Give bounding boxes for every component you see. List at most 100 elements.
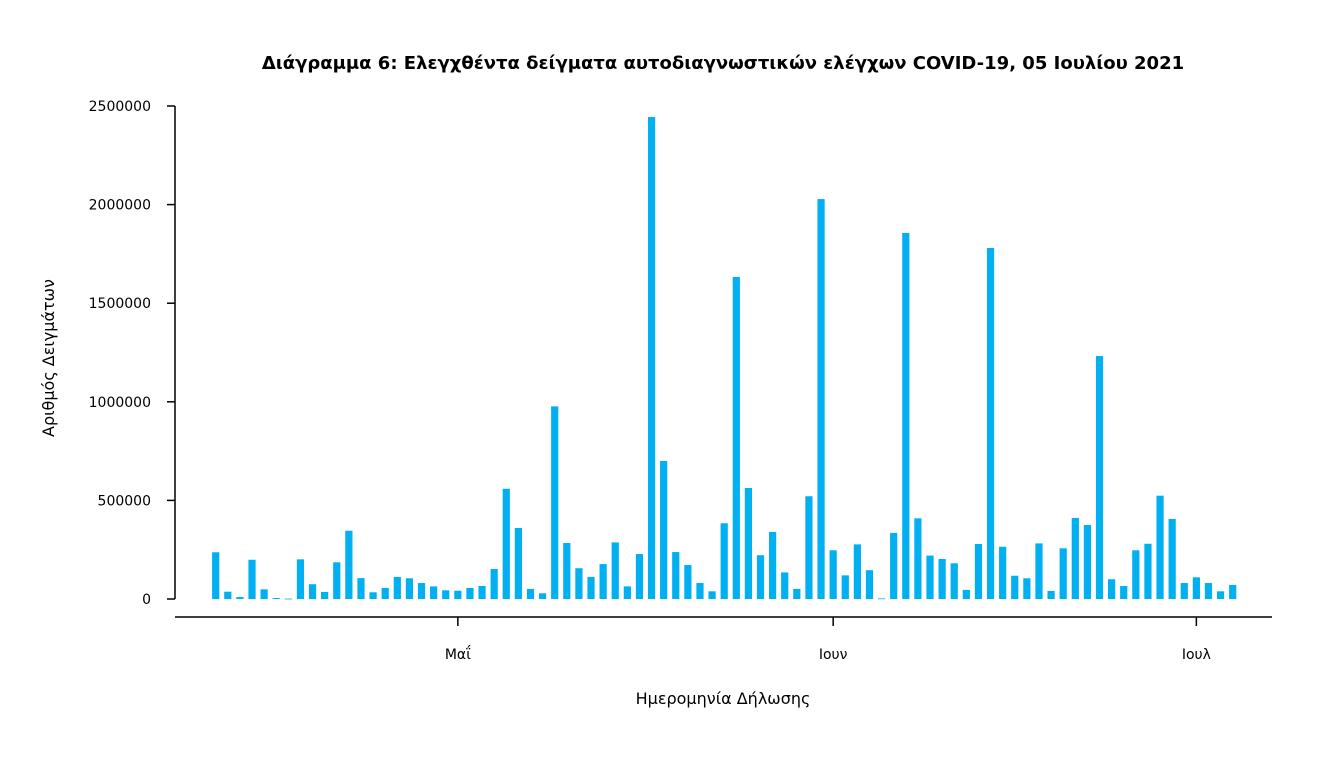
bar-2021-05-24 <box>732 276 740 599</box>
bar-2021-04-11 <box>212 552 220 599</box>
bar-2021-05-25 <box>744 487 753 599</box>
bar-2021-06-11 <box>950 563 958 599</box>
x-tick-label: Ιουλ <box>1182 647 1211 663</box>
bar-2021-06-22 <box>1083 525 1092 599</box>
bar-2021-04-15 <box>260 589 268 599</box>
bar-2021-04-29 <box>430 586 438 599</box>
y-axis-label: Αριθμός Δειγμάτων <box>39 279 58 437</box>
bar-2021-04-19 <box>308 584 317 599</box>
bar-2021-06-04 <box>865 570 874 599</box>
bar-2021-07-04 <box>1229 584 1237 599</box>
bar-2021-06-08 <box>914 518 922 599</box>
bar-2021-06-19 <box>1047 590 1055 599</box>
bar-2021-04-12 <box>224 591 232 599</box>
bar-2021-06-09 <box>926 555 934 599</box>
bar-2021-05-31 <box>817 199 825 599</box>
bar-2021-06-01 <box>829 550 837 599</box>
bar-2021-06-26 <box>1132 550 1140 599</box>
bar-2021-06-20 <box>1059 548 1067 599</box>
y-tick-label: 2500000 <box>89 99 151 115</box>
bar-2021-05-09 <box>551 406 559 599</box>
bar-2021-04-30 <box>442 590 450 599</box>
bar-2021-06-25 <box>1120 585 1128 599</box>
bar-2021-05-05 <box>502 488 510 599</box>
y-tick-label: 1000000 <box>89 395 151 411</box>
bar-2021-06-15 <box>999 546 1007 599</box>
bar-2021-05-22 <box>708 591 716 599</box>
bar-2021-07-02 <box>1204 583 1213 599</box>
bar-2021-06-14 <box>986 247 995 599</box>
bar-2021-05-10 <box>563 542 571 599</box>
bar-2021-06-06 <box>890 532 898 599</box>
bar-2021-04-25 <box>381 587 389 599</box>
bar-2021-05-19 <box>672 552 680 599</box>
bar-2021-06-13 <box>974 543 983 599</box>
bar-2021-04-26 <box>393 576 401 599</box>
bar-2021-06-17 <box>1023 578 1031 599</box>
bar-2021-04-16 <box>272 598 280 599</box>
bar-2021-06-21 <box>1071 517 1079 599</box>
bar-2021-06-03 <box>853 544 861 599</box>
bar-2021-06-29 <box>1168 518 1176 599</box>
bar-2021-05-07 <box>526 588 535 599</box>
bar-2021-04-18 <box>296 559 305 599</box>
bar-2021-05-16 <box>635 554 644 599</box>
x-tick-label: Μαΐ <box>445 645 471 663</box>
bar-2021-05-29 <box>793 588 801 599</box>
bar-2021-06-05 <box>877 598 886 600</box>
bar-2021-05-03 <box>478 585 486 599</box>
bar-2021-04-24 <box>369 592 377 599</box>
bar-2021-06-24 <box>1108 579 1116 599</box>
bar-2021-05-12 <box>587 576 595 599</box>
bar-2021-06-16 <box>1011 575 1019 599</box>
y-tick-label: 500000 <box>98 493 151 509</box>
y-axis: 0 500000 1000000 1500000 2000000 2500000 <box>89 99 176 608</box>
bar-2021-06-27 <box>1144 543 1152 599</box>
x-axis-label: Ημερομηνία Δήλωσης <box>636 689 811 708</box>
bar-2021-04-28 <box>417 583 426 599</box>
bar-2021-05-02 <box>466 587 474 599</box>
bar-2021-05-27 <box>769 531 777 599</box>
bar-2021-04-27 <box>405 578 414 599</box>
chart-title: Διάγραμμα 6: Ελεγχθέντα δείγματα αυτοδια… <box>262 53 1184 74</box>
bar-2021-07-03 <box>1216 591 1225 599</box>
bar-2021-05-14 <box>611 542 619 599</box>
bar-2021-05-23 <box>720 523 728 599</box>
bar-2021-06-12 <box>962 589 970 599</box>
bar-2021-06-07 <box>902 232 910 599</box>
bar-2021-05-21 <box>696 583 704 599</box>
bar-2021-05-01 <box>454 590 462 599</box>
bar-2021-06-30 <box>1180 583 1188 599</box>
x-tick-label: Ιουν <box>819 647 848 663</box>
y-tick-label: 0 <box>142 592 151 608</box>
bar-2021-05-13 <box>599 564 607 599</box>
bar-2021-06-02 <box>841 575 849 599</box>
bar-2021-05-08 <box>538 593 547 599</box>
bar-2021-04-21 <box>333 562 341 599</box>
bar-2021-05-04 <box>490 569 498 599</box>
bar-2021-05-28 <box>781 572 789 599</box>
y-tick-label: 2000000 <box>89 198 151 214</box>
bar-2021-04-14 <box>248 559 256 599</box>
bar-2021-04-23 <box>357 578 365 599</box>
bar-2021-05-20 <box>684 565 692 599</box>
bar-2021-06-28 <box>1156 495 1164 599</box>
bar-2021-06-10 <box>938 558 946 599</box>
bar-2021-05-15 <box>623 586 631 599</box>
bar-2021-06-23 <box>1095 356 1104 599</box>
bars <box>212 117 1237 600</box>
bar-2021-05-06 <box>514 528 522 599</box>
bar-2021-05-11 <box>575 568 583 599</box>
bar-2021-04-20 <box>321 591 329 599</box>
bar-2021-05-18 <box>660 460 668 599</box>
y-tick-label: 1500000 <box>89 296 151 312</box>
bar-2021-06-18 <box>1035 543 1043 599</box>
bar-2021-04-17 <box>284 598 292 600</box>
bar-2021-05-30 <box>805 496 813 599</box>
x-axis: Μαΐ Ιουν Ιουλ <box>175 616 1272 663</box>
bar-2021-05-17 <box>647 117 656 599</box>
bar-2021-04-13 <box>236 597 244 599</box>
bar-2021-07-01 <box>1192 577 1200 599</box>
bar-2021-04-22 <box>345 530 353 599</box>
